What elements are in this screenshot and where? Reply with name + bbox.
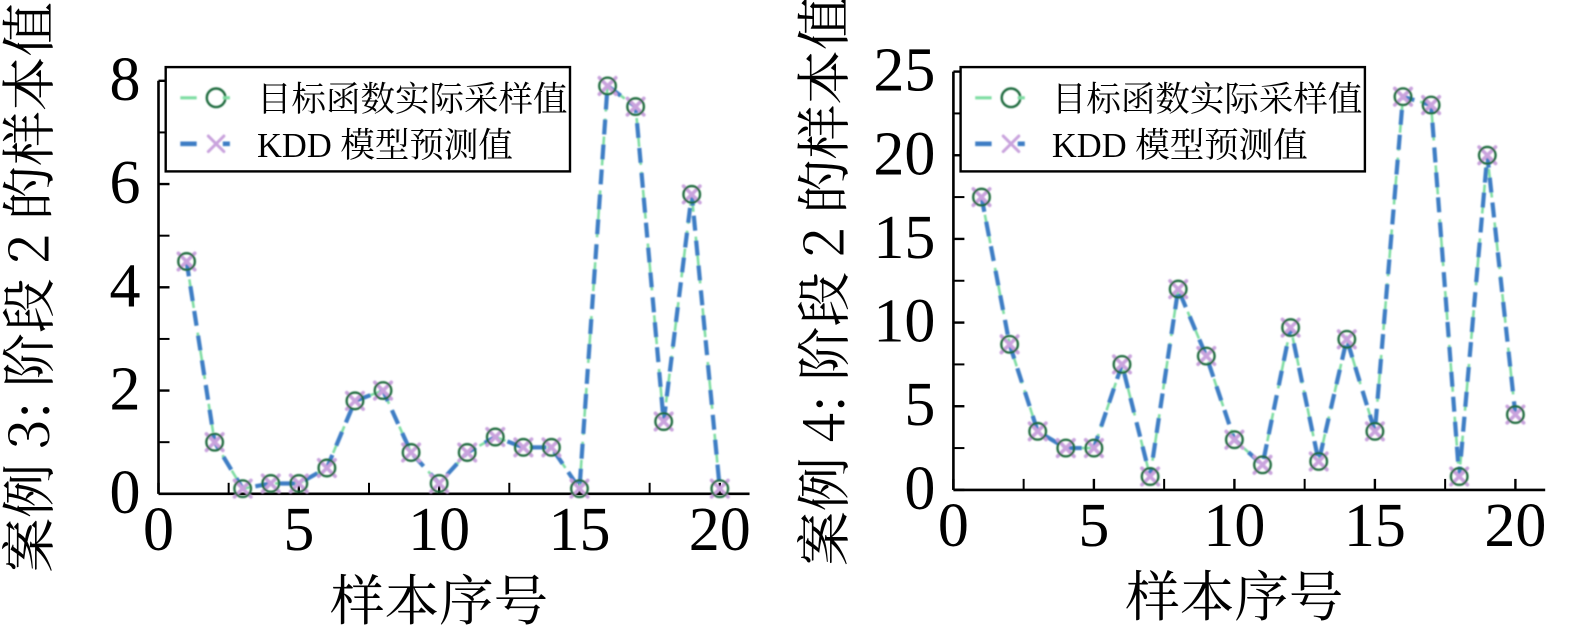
svg-text:20: 20: [1484, 492, 1546, 560]
svg-text:0: 0: [110, 459, 141, 527]
svg-text:20: 20: [873, 120, 935, 188]
svg-text:5: 5: [904, 371, 935, 439]
svg-text:10: 10: [873, 288, 935, 356]
svg-text:5: 5: [283, 496, 314, 564]
svg-text:2: 2: [110, 356, 141, 424]
svg-text:KDD 模型预测值: KDD 模型预测值: [1052, 127, 1308, 165]
svg-text:8: 8: [110, 46, 141, 114]
svg-text:15: 15: [873, 204, 935, 272]
svg-text:15: 15: [1344, 492, 1406, 560]
svg-text:15: 15: [548, 496, 610, 564]
svg-text:0: 0: [938, 492, 969, 560]
svg-text:目标函数实际采样值: 目标函数实际采样值: [257, 71, 568, 121]
svg-text:案例 3: 阶段 2 的样本值: 案例 3: 阶段 2 的样本值: [0, 2, 65, 572]
svg-text:0: 0: [904, 455, 935, 523]
svg-text:4: 4: [110, 252, 141, 320]
svg-text:5: 5: [1078, 492, 1109, 560]
svg-text:20: 20: [689, 496, 751, 564]
svg-text:10: 10: [408, 496, 470, 564]
svg-text:样本序号: 样本序号: [330, 557, 548, 636]
svg-text:样本序号: 样本序号: [1125, 553, 1343, 632]
svg-text:KDD 模型预测值: KDD 模型预测值: [257, 127, 513, 165]
svg-text:案例 4: 阶段 2 的样本值: 案例 4: 阶段 2 的样本值: [780, 0, 859, 566]
svg-text:6: 6: [110, 149, 141, 217]
svg-text:10: 10: [1203, 492, 1265, 560]
svg-text:25: 25: [873, 37, 935, 105]
svg-text:目标函数实际采样值: 目标函数实际采样值: [1052, 71, 1363, 121]
svg-text:0: 0: [143, 496, 174, 564]
